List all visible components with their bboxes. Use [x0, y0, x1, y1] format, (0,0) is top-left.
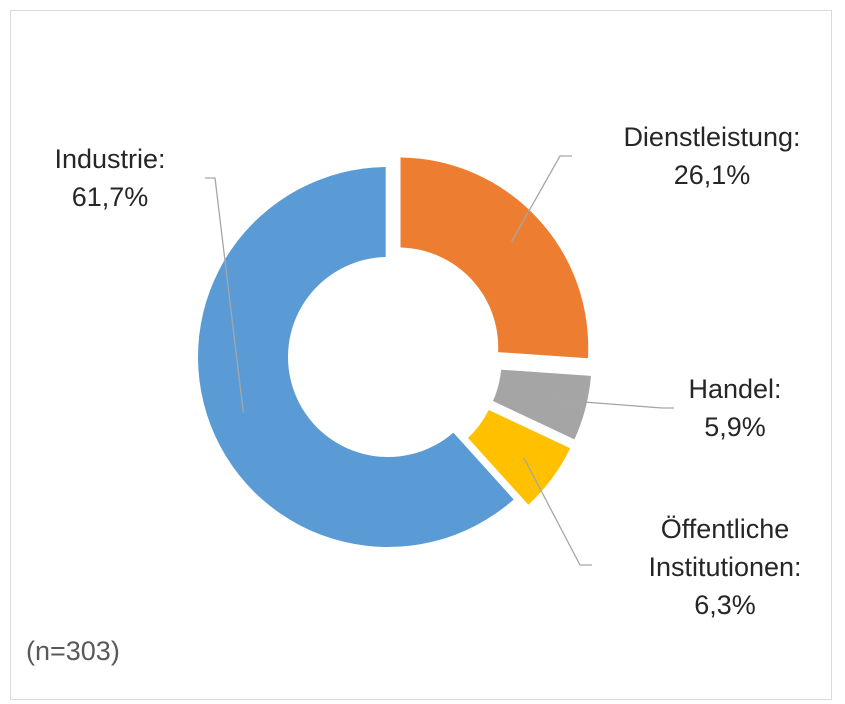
chart-frame	[10, 10, 832, 700]
leader-line	[510, 155, 572, 243]
leader-line	[523, 457, 592, 566]
value-label: 61,7%	[71, 182, 149, 212]
value-label: 5,9%	[704, 412, 766, 442]
value-label: 6,3%	[694, 590, 756, 620]
category-label: Öffentliche Institutionen: 6,3%	[615, 510, 835, 624]
category-label: Industrie: 61,7%	[0, 140, 220, 216]
category-label: Handel: 5,9%	[625, 370, 845, 446]
category-label: Dienstleistung: 26,1%	[602, 118, 822, 194]
value-label: 26,1%	[673, 160, 751, 190]
donut-slice	[400, 157, 589, 359]
donut-slice	[198, 167, 514, 548]
donut-slice	[467, 409, 571, 505]
leader-line	[205, 177, 244, 413]
donut-slice	[492, 369, 591, 440]
sample-note: (n=303)	[26, 636, 120, 666]
leader-line	[551, 398, 674, 409]
